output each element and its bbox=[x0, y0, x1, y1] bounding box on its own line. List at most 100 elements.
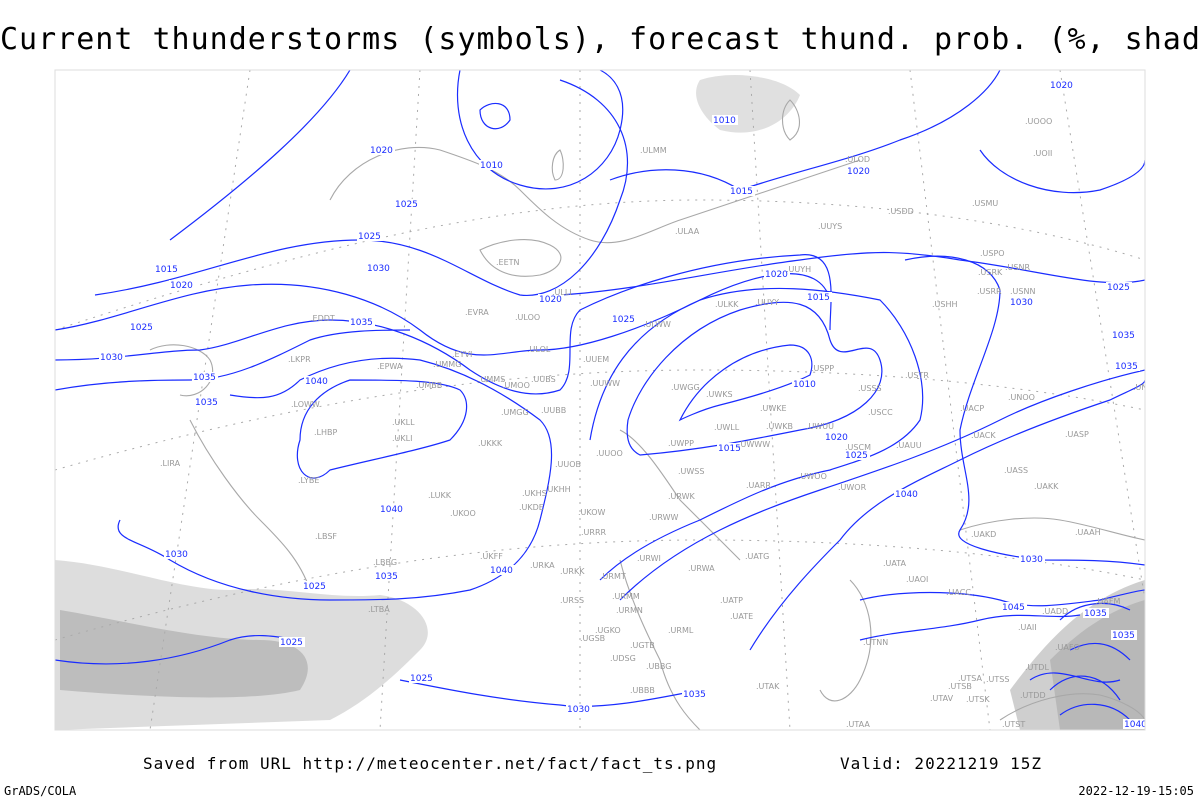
station-label: .LBSF bbox=[315, 532, 337, 541]
isobar-label: 1025 bbox=[1107, 283, 1130, 293]
isobar-label-bg bbox=[1009, 297, 1035, 307]
station-labels: .ULMM .ULOD .USDD .USMU .UUYS .ULAA .UOOO .UOII… bbox=[160, 117, 1158, 729]
station-label: .URMT bbox=[600, 572, 626, 581]
isobar-label-bg bbox=[394, 199, 420, 209]
station-label: .UADD bbox=[1042, 607, 1068, 616]
station-label: .UTNN bbox=[863, 638, 888, 647]
isobar-label: 1025 bbox=[280, 638, 303, 648]
station-label: .EYVI bbox=[452, 350, 472, 359]
station-label: .URSS bbox=[560, 596, 584, 605]
station-label: .UWGG bbox=[671, 383, 700, 392]
isobar-label-bg bbox=[357, 231, 383, 241]
map-frame bbox=[54, 69, 1146, 731]
station-label: .USPP bbox=[811, 364, 834, 373]
station-label: .UATG bbox=[745, 552, 769, 561]
isobar-label-bg bbox=[349, 317, 375, 327]
station-label: .UAUU bbox=[896, 441, 922, 450]
isobar-label: 1025 bbox=[303, 582, 326, 592]
station-label: .UGSB bbox=[580, 634, 605, 643]
isobar-label-bg bbox=[1114, 361, 1140, 371]
station-label: .USCM bbox=[845, 443, 871, 452]
station-label: .USTR bbox=[905, 371, 929, 380]
isobar-label: 1020 bbox=[847, 167, 870, 177]
station-label: .UATP bbox=[720, 596, 743, 605]
station-label: .UTAK bbox=[756, 682, 780, 691]
station-label: .LKPR bbox=[288, 355, 311, 364]
station-label: .UAOI bbox=[906, 575, 928, 584]
station-label: .UOII bbox=[1033, 149, 1052, 158]
station-label: .USNN bbox=[1010, 287, 1035, 296]
station-label: .LTBA bbox=[368, 605, 390, 614]
station-label: .UAKD bbox=[971, 530, 996, 539]
station-label: .URRR bbox=[581, 528, 607, 537]
isobar-label-bg bbox=[792, 379, 818, 389]
isobar-label: 1035 bbox=[193, 373, 216, 383]
isobar-label-bg bbox=[129, 322, 155, 332]
station-label: .UUBS bbox=[531, 375, 556, 384]
isobar-label: 1035 bbox=[1115, 362, 1138, 372]
station-label: .UMOO bbox=[502, 381, 530, 390]
station-label: .URWW bbox=[649, 513, 679, 522]
isobar-label-bg bbox=[844, 450, 870, 460]
isobar-label: 1010 bbox=[480, 161, 503, 171]
station-label: .URML bbox=[668, 626, 694, 635]
isobar-label-bg bbox=[717, 443, 743, 453]
station-label: .UNOO bbox=[1008, 393, 1035, 402]
isobar-label: 1035 bbox=[1112, 331, 1135, 341]
isobar-label: 1035 bbox=[1112, 631, 1135, 641]
station-label: .ULMM bbox=[640, 146, 667, 155]
isobar-label-bg bbox=[169, 280, 195, 290]
station-label: .EETN bbox=[496, 258, 520, 267]
isobar-label: 1040 bbox=[895, 490, 918, 500]
isobar-label: 1020 bbox=[825, 433, 848, 443]
station-label: .USPO bbox=[980, 249, 1005, 258]
isobar-label: 1020 bbox=[170, 281, 193, 291]
isobar-label-bg bbox=[846, 166, 872, 176]
station-label: .UAFO bbox=[1055, 643, 1080, 652]
station-label: .EDDT bbox=[310, 314, 335, 323]
station-label: .UWUU bbox=[806, 422, 834, 431]
isobar-labels: 1020 1010 1010 1015 1020 1020 1025 1025 1015 1020… bbox=[99, 80, 1145, 730]
isobar-label: 1020 bbox=[765, 270, 788, 280]
isobar-label-bg bbox=[369, 145, 395, 155]
station-label: .UARR bbox=[746, 481, 771, 490]
isobar-label-bg bbox=[1106, 282, 1132, 292]
isobar-label-bg bbox=[279, 637, 305, 647]
station-label: .URWA bbox=[688, 564, 715, 573]
isobar-label-bg bbox=[824, 432, 850, 442]
station-label: .URKK bbox=[560, 567, 585, 576]
station-label: .UUOO bbox=[596, 449, 623, 458]
isobar-label-bg bbox=[894, 489, 920, 499]
station-label: .ULKK bbox=[715, 300, 739, 309]
station-label: .UKDE bbox=[519, 503, 544, 512]
isobar-label: 1030 bbox=[1020, 555, 1043, 565]
station-label: .ULAA bbox=[675, 227, 700, 236]
station-label: .URWK bbox=[668, 492, 696, 501]
station-label: .UNBB bbox=[1133, 383, 1158, 392]
station-label: .UACC bbox=[946, 588, 971, 597]
station-label: .UASP bbox=[1065, 430, 1089, 439]
station-label: .ULOO bbox=[515, 313, 540, 322]
station-label: .EVRA bbox=[465, 308, 489, 317]
station-label: .UWOR bbox=[838, 483, 867, 492]
isobar-label: 1025 bbox=[845, 451, 868, 461]
station-label: .UGKO bbox=[595, 626, 621, 635]
station-label: .UMMG bbox=[433, 360, 461, 369]
station-label: .ULLI bbox=[552, 288, 572, 297]
isobar-label: 1010 bbox=[793, 380, 816, 390]
station-label: .URMN bbox=[616, 606, 643, 615]
isobar-label-bg bbox=[729, 186, 755, 196]
station-label: .UTST bbox=[1002, 720, 1025, 729]
station-label: .USHH bbox=[932, 300, 958, 309]
station-label: .UDSG bbox=[610, 654, 636, 663]
station-label: .UATA bbox=[883, 559, 907, 568]
station-label: .UUYS bbox=[818, 222, 842, 231]
map-title: Current thunderstorms (symbols), forecas… bbox=[0, 22, 1200, 57]
isobar-label: 1035 bbox=[1084, 609, 1107, 619]
station-label: .UKHS bbox=[522, 489, 547, 498]
station-label: .UWKS bbox=[706, 390, 733, 399]
isobar-label: 1035 bbox=[350, 318, 373, 328]
isobar-label-bg bbox=[712, 115, 738, 125]
station-label: .UUWW bbox=[590, 379, 620, 388]
